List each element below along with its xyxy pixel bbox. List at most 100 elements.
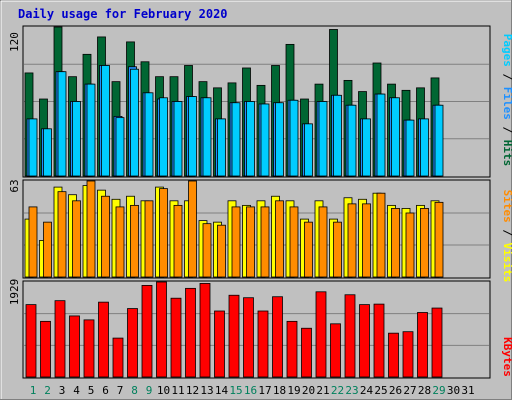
bar-pages-day-2 [43, 128, 52, 177]
chart-title: Daily usage for February 2020 [18, 7, 228, 21]
bar-kbytes-day-29 [431, 307, 443, 378]
x-tick-label-day-4: 4 [73, 384, 80, 397]
bar-sites-day-26 [391, 208, 400, 278]
x-tick-label-day-25: 25 [374, 384, 387, 397]
x-tick-label-day-9: 9 [146, 384, 153, 397]
x-tick-label-day-27: 27 [403, 384, 416, 397]
legend-entry-visits: Visits [501, 243, 512, 283]
bar-kbytes-day-26 [388, 332, 399, 378]
bar-kbytes-day-7 [112, 337, 124, 378]
x-tick-label-day-31: 31 [461, 384, 474, 397]
bar-kbytes-day-23 [344, 294, 356, 378]
bar-sites-day-1 [28, 206, 38, 278]
bar-sites-day-14 [217, 224, 226, 278]
bar-pages-day-18 [275, 102, 284, 177]
x-tick-label-day-18: 18 [273, 384, 286, 397]
legend-bottom: KBytes [501, 337, 512, 377]
bar-sites-day-12 [188, 180, 197, 278]
legend-entry-sites: Sites [501, 190, 512, 223]
bar-pages-day-13 [202, 97, 212, 177]
x-tick-label-day-6: 6 [102, 384, 109, 397]
bar-kbytes-day-8 [127, 308, 138, 378]
bar-kbytes-day-13 [199, 283, 211, 378]
x-tick-label-day-30: 30 [447, 384, 460, 397]
bar-pages-day-27 [405, 119, 415, 177]
bar-sites-day-25 [376, 192, 386, 278]
bar-kbytes-day-27 [402, 331, 414, 378]
bar-pages-day-1 [28, 118, 38, 177]
bar-pages-day-24 [362, 118, 371, 177]
legend-separator: / [501, 223, 512, 243]
bar-sites-day-21 [318, 206, 328, 278]
x-tick-label-day-1: 1 [30, 384, 37, 397]
x-axis-labels: 1 2 3 4 5 6 7 8 9 10 11 12 13 14 15 16 17 18 19 20 21 22 23 24 2… [30, 384, 475, 397]
x-tick-label-day-8: 8 [131, 384, 138, 397]
legend-bottom-text: KBytes [501, 337, 512, 377]
bar-pages-day-17 [260, 103, 270, 177]
bar-pages-day-6 [101, 65, 110, 177]
bar-kbytes-day-17 [257, 310, 269, 378]
bar-pages-day-16 [246, 101, 255, 177]
x-tick-label-day-17: 17 [258, 384, 271, 397]
bar-pages-day-10 [159, 97, 168, 177]
legend-top-text: Pages / Files / Hits [501, 34, 512, 167]
legend-middle: Sites / Visits [501, 190, 512, 283]
bar-kbytes-day-20 [301, 327, 312, 378]
bar-sites-day-5 [86, 180, 96, 278]
x-tick-label-day-28: 28 [418, 384, 431, 397]
bar-kbytes-day-16 [243, 297, 254, 378]
bar-pages-day-11 [173, 101, 183, 177]
bar-pages-day-23 [347, 104, 357, 177]
legend-top: Pages / Files / Hits [501, 34, 512, 167]
bar-pages-day-7 [115, 117, 125, 177]
bar-pages-day-19 [289, 99, 299, 177]
x-tick-label-day-15: 15 [229, 384, 242, 397]
bar-sites-day-18 [275, 200, 284, 278]
legend-entry-pages: Pages [501, 34, 512, 67]
bar-sites-day-7 [115, 206, 125, 278]
x-tick-label-day-13: 13 [200, 384, 213, 397]
bar-pages-day-22 [333, 94, 342, 177]
x-tick-label-day-22: 22 [331, 384, 344, 397]
bar-sites-day-20 [304, 221, 313, 278]
bar-sites-day-6 [101, 195, 110, 278]
bar-sites-day-9 [144, 200, 154, 278]
bar-sites-day-2 [43, 221, 52, 278]
bar-kbytes-day-28 [417, 312, 428, 378]
x-tick-label-day-3: 3 [59, 384, 66, 397]
x-tick-label-day-11: 11 [171, 384, 184, 397]
bar-kbytes-day-22 [330, 323, 341, 378]
x-tick-label-day-19: 19 [287, 384, 300, 397]
x-tick-label-day-21: 21 [316, 384, 329, 397]
bar-pages-day-21 [318, 101, 328, 177]
bar-pages-day-8 [130, 68, 139, 177]
x-tick-label-day-23: 23 [345, 384, 358, 397]
x-tick-label-day-2: 2 [44, 384, 51, 397]
bar-pages-day-28 [420, 118, 429, 177]
legend-entry-hits: Hits [501, 140, 512, 167]
bar-pages-day-15 [231, 102, 241, 177]
bar-kbytes-day-1 [25, 304, 37, 378]
bars [24, 26, 444, 378]
bar-kbytes-day-18 [272, 296, 283, 378]
legend-entry-files: Files [501, 87, 512, 120]
x-tick-label-day-10: 10 [157, 384, 170, 397]
x-tick-label-day-7: 7 [117, 384, 124, 397]
bar-pages-day-5 [86, 83, 96, 177]
bar-pages-day-9 [144, 92, 154, 177]
bar-kbytes-day-3 [54, 300, 66, 378]
bar-pages-day-4 [72, 101, 81, 177]
bar-sites-day-22 [333, 221, 342, 278]
bar-sites-day-15 [231, 206, 241, 278]
bar-sites-day-24 [362, 203, 371, 278]
bar-kbytes-day-2 [40, 320, 51, 378]
x-tick-label-day-12: 12 [186, 384, 199, 397]
bar-pages-day-20 [304, 123, 313, 177]
bar-kbytes-day-11 [170, 297, 182, 378]
bar-sites-day-23 [347, 203, 357, 278]
bar-kbytes-day-14 [214, 310, 225, 378]
bar-kbytes-day-9 [141, 284, 153, 378]
x-tick-label-day-24: 24 [360, 384, 374, 397]
y-tick-label-middle: 63 [8, 179, 21, 192]
bar-sites-day-4 [72, 200, 81, 278]
